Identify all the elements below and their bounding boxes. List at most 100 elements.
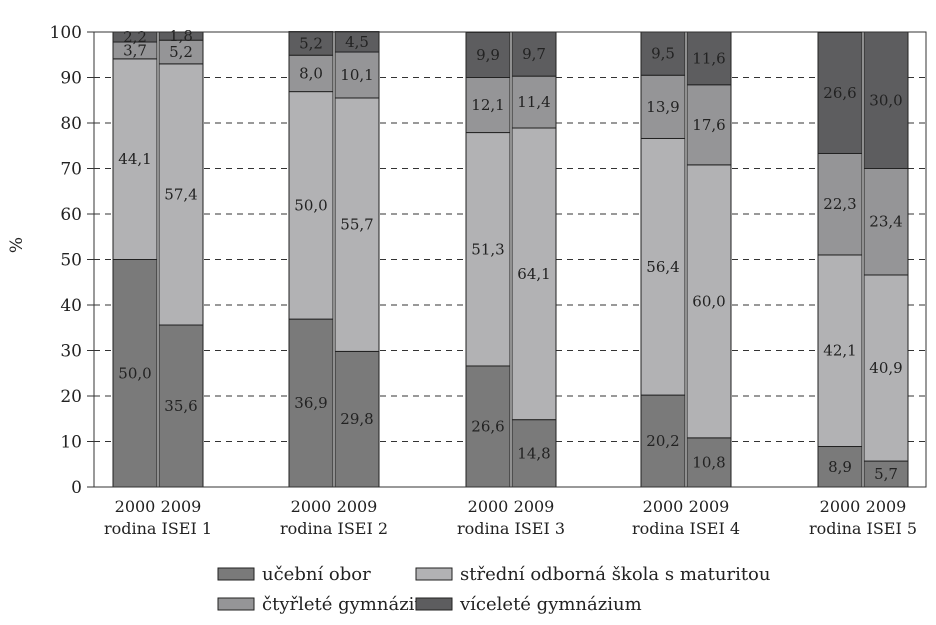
bar-segment xyxy=(640,137,686,396)
y-tick-label: 40 xyxy=(60,296,82,316)
bar-segment xyxy=(686,31,732,86)
data-label: 5,2 xyxy=(299,34,323,52)
data-label: 56,4 xyxy=(646,258,679,276)
data-label: 17,6 xyxy=(692,116,725,134)
y-axis-title: % xyxy=(7,237,27,253)
y-tick-label: 100 xyxy=(50,23,82,43)
gridlines xyxy=(94,77,926,442)
bar-segment xyxy=(511,127,557,421)
group-label: rodina ISEI 3 xyxy=(457,519,565,538)
legend-swatch xyxy=(415,567,453,581)
data-label: 29,8 xyxy=(340,410,373,428)
bar-segment xyxy=(334,97,380,352)
legend-label: čtyřleté gymnázium xyxy=(262,594,443,615)
data-label: 50,0 xyxy=(118,364,151,382)
y-tick-label: 10 xyxy=(60,433,82,453)
bar-segment xyxy=(465,31,511,78)
legend-label: víceleté gymnázium xyxy=(459,594,642,615)
data-label: 11,4 xyxy=(517,93,550,111)
bar-segment xyxy=(511,75,557,129)
data-label: 40,9 xyxy=(869,359,902,377)
bar-segment xyxy=(465,77,511,134)
legend-swatch xyxy=(217,597,255,611)
group-label: rodina ISEI 1 xyxy=(104,519,212,538)
bar-segment xyxy=(288,91,334,320)
bar-segment xyxy=(288,318,334,488)
data-label: 5,2 xyxy=(169,43,193,61)
bar-segment xyxy=(640,74,686,139)
group-label: rodina ISEI 5 xyxy=(809,519,917,538)
bar-segment xyxy=(863,460,909,488)
y-tick-label: 80 xyxy=(60,114,82,134)
legend: učební obor střední odborná škola s matur… xyxy=(217,564,771,615)
x-tick-label: 2000 xyxy=(291,497,332,516)
data-label: 26,6 xyxy=(471,417,504,435)
x-tick-label: 2000 xyxy=(820,497,861,516)
group-label: rodina ISEI 2 xyxy=(280,519,388,538)
data-label: 50,0 xyxy=(294,196,327,214)
legend-swatch xyxy=(415,597,453,611)
data-label: 4,5 xyxy=(345,33,369,51)
bar-segment xyxy=(334,51,380,99)
y-tick-label: 60 xyxy=(60,205,82,225)
x-tick-label: 2009 xyxy=(689,497,730,516)
data-label: 12,1 xyxy=(471,96,504,114)
data-label: 35,6 xyxy=(164,397,197,415)
data-label: 51,3 xyxy=(471,240,504,258)
bar-segment xyxy=(640,31,686,76)
bar-segment xyxy=(511,31,557,77)
x-tick-label: 2009 xyxy=(866,497,907,516)
y-tick-label: 30 xyxy=(60,342,82,362)
y-tick-label: 90 xyxy=(60,69,82,89)
data-label: 8,0 xyxy=(299,64,323,82)
bar-segment xyxy=(863,274,909,462)
data-label: 11,6 xyxy=(692,49,725,67)
data-label: 10,1 xyxy=(340,66,373,84)
x-tick-label: 2000 xyxy=(643,497,684,516)
data-label: 3,7 xyxy=(123,41,147,59)
data-label: 36,9 xyxy=(294,394,327,412)
legend-label: učební obor xyxy=(262,564,371,585)
data-label: 1,8 xyxy=(169,27,193,45)
data-label: 10,8 xyxy=(692,453,725,471)
data-label: 8,9 xyxy=(828,458,852,476)
group-label: rodina ISEI 4 xyxy=(632,519,740,538)
x-tick-label: 2009 xyxy=(161,497,202,516)
data-label: 22,3 xyxy=(823,195,856,213)
bar-segment xyxy=(817,446,863,488)
y-tick-label: 0 xyxy=(71,478,82,498)
data-label: 55,7 xyxy=(340,216,373,234)
x-tick-label: 2000 xyxy=(115,497,156,516)
data-label: 42,1 xyxy=(823,342,856,360)
data-label: 2,2 xyxy=(123,28,147,46)
x-tick-label: 2000 xyxy=(468,497,509,516)
data-label: 20,2 xyxy=(646,432,679,450)
data-label: 30,0 xyxy=(869,91,902,109)
data-label: 64,1 xyxy=(517,265,550,283)
bar-segment xyxy=(686,84,732,166)
data-label: 9,9 xyxy=(476,46,500,64)
bar-segment xyxy=(863,31,909,169)
data-label: 26,6 xyxy=(823,84,856,102)
y-tick-label: 20 xyxy=(60,387,82,407)
data-label: 44,1 xyxy=(118,150,151,168)
data-label: 57,4 xyxy=(164,185,197,203)
data-label: 13,9 xyxy=(646,98,679,116)
bar-segment xyxy=(334,350,380,488)
bar-segment xyxy=(511,419,557,488)
y-tick-label: 70 xyxy=(60,160,82,180)
legend-swatch xyxy=(217,567,255,581)
bar-segment xyxy=(288,54,334,93)
bar-segment xyxy=(112,259,158,488)
bars: 50,044,13,72,235,657,45,21,836,950,08,05… xyxy=(112,27,909,488)
bar-segment xyxy=(465,365,511,488)
y-tick-label: 50 xyxy=(60,251,82,271)
bar-segment xyxy=(863,168,909,276)
bar-segment xyxy=(465,132,511,367)
data-label: 9,7 xyxy=(522,45,546,63)
axes: 0 10 20 30 40 50 60 70 80 90 100 2000 2009 rodina ISE… xyxy=(50,23,927,538)
x-tick-label: 2009 xyxy=(514,497,555,516)
data-label: 9,5 xyxy=(651,45,675,63)
x-tick-label: 2009 xyxy=(337,497,378,516)
data-label: 14,8 xyxy=(517,444,550,462)
